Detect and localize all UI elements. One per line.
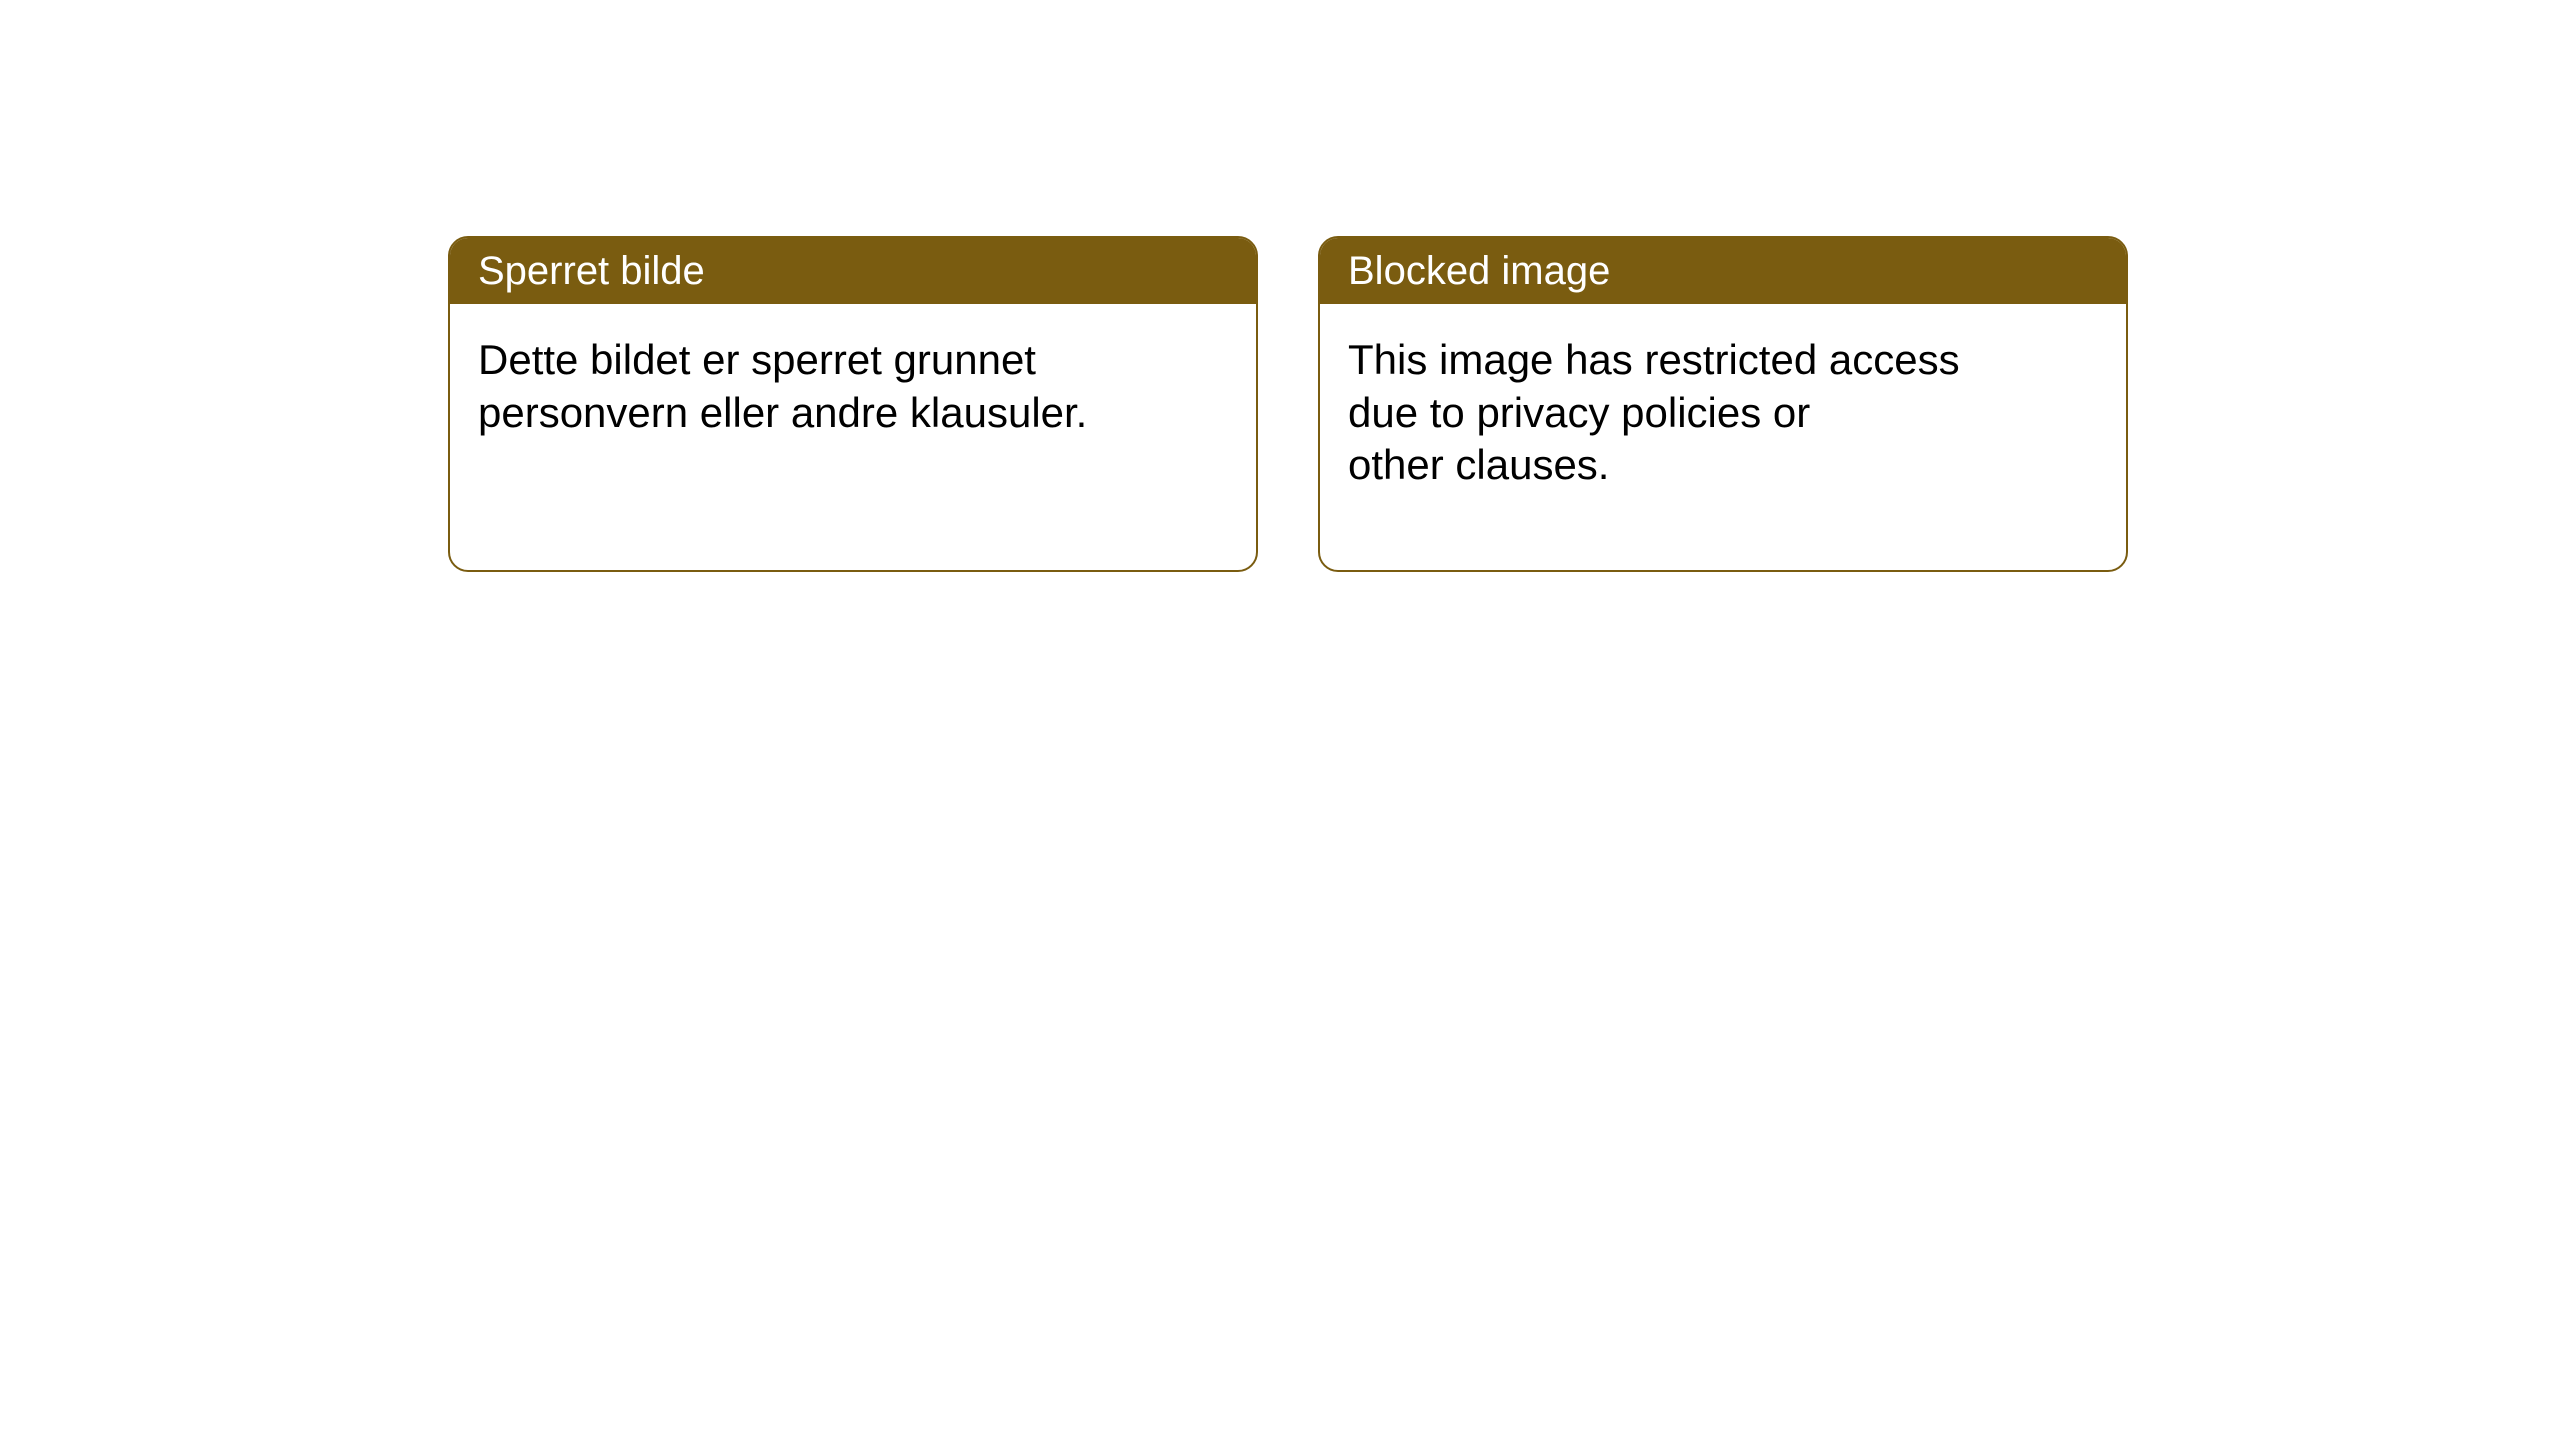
notice-title: Sperret bilde [478,249,705,293]
notice-body: Dette bildet er sperret grunnet personve… [450,304,1170,469]
notice-body: This image has restricted access due to … [1320,304,2040,522]
notice-title: Blocked image [1348,249,1610,293]
notice-text: This image has restricted access due to … [1348,336,1960,488]
notice-header: Sperret bilde [450,238,1256,304]
notice-card-norwegian: Sperret bilde Dette bildet er sperret gr… [448,236,1258,572]
notice-card-english: Blocked image This image has restricted … [1318,236,2128,572]
notice-text: Dette bildet er sperret grunnet personve… [478,336,1087,436]
notice-header: Blocked image [1320,238,2126,304]
notice-container: Sperret bilde Dette bildet er sperret gr… [0,0,2560,572]
